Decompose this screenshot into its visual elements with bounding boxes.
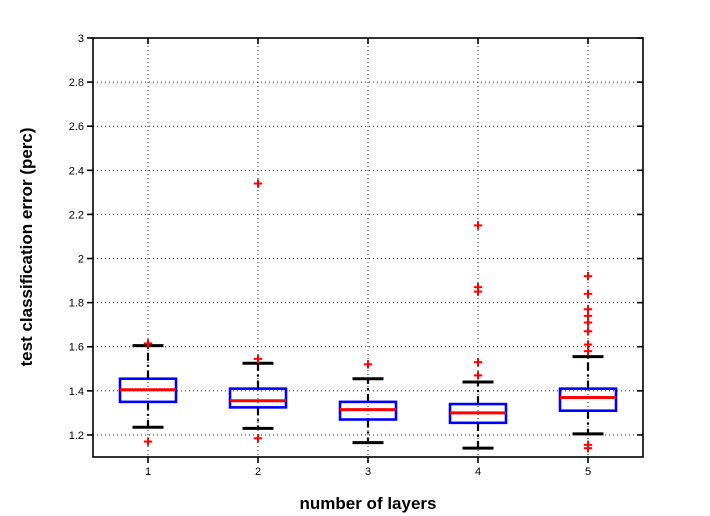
box-rect [228, 387, 288, 409]
y-tick-label: 2 [78, 254, 84, 266]
y-tick-label: 1.2 [69, 430, 84, 442]
x-axis-label: number of layers [300, 494, 437, 513]
x-tick-label: 1 [145, 466, 151, 478]
x-tick-label: 4 [475, 466, 481, 478]
box-rect [558, 387, 618, 412]
y-tick-label: 1.8 [69, 298, 84, 310]
y-tick-label: 3 [78, 33, 84, 45]
y-tick-label: 1.4 [69, 386, 84, 398]
y-axis-label: test classification error (perc) [17, 127, 36, 366]
x-tick-label: 3 [365, 466, 371, 478]
y-tick-label: 2.2 [69, 209, 84, 221]
y-tick-label: 2.6 [69, 121, 84, 133]
y-tick-label: 2.4 [69, 165, 84, 177]
x-tick-label: 2 [255, 466, 261, 478]
y-tick-label: 1.6 [69, 342, 84, 354]
y-tick-label: 2.8 [69, 77, 84, 89]
x-tick-label: 5 [585, 466, 591, 478]
